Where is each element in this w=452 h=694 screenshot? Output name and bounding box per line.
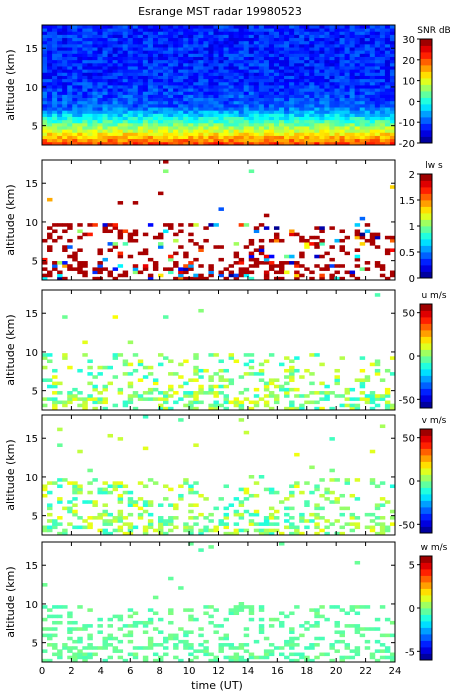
colorbar-tick-label: -5 [405, 647, 415, 658]
y-axis-label: altitude (km) [4, 314, 17, 385]
colorbar-label: u m/s [421, 291, 446, 301]
y-axis-label: altitude (km) [4, 439, 17, 510]
colorbar-tick-label: 2 [409, 170, 415, 181]
colorbar-tick-label: 1 [409, 222, 415, 233]
colorbar-tick-label: 0 [409, 604, 415, 615]
y-tick-label: 5 [32, 512, 38, 523]
panel-3: 5 10 15 altitude (km) -50 0 50 u m/s [4, 289, 447, 411]
colorbar-tick-label: 30 [402, 35, 415, 46]
heatmap-cells [42, 25, 396, 146]
x-tick-label: 14 [242, 666, 255, 677]
x-tick-label: 2 [68, 666, 74, 677]
colorbar-tick-label: -50 [399, 520, 415, 531]
x-tick-label: 8 [156, 666, 162, 677]
colorbar-tick-label: 5 [409, 561, 415, 572]
y-tick-label: 5 [32, 257, 38, 268]
y-tick-label: 15 [25, 44, 38, 55]
y-tick-label: 15 [25, 309, 38, 320]
colorbar: -5 0 5 [405, 555, 433, 661]
y-tick-label: 10 [25, 218, 38, 229]
x-tick-label: 0 [39, 666, 45, 677]
y-tick-label: 15 [25, 179, 38, 190]
y-axis-label: altitude (km) [4, 49, 17, 120]
colorbar: 0 0.5 1 1.5 2 [399, 170, 433, 285]
x-tick-label: 10 [183, 666, 196, 677]
colorbar-tick-label: 50 [402, 309, 415, 320]
x-tick-label: 6 [127, 666, 133, 677]
colorbar-label: SNR dB [417, 26, 450, 36]
colorbar-tick-label: 0 [409, 97, 415, 108]
colorbar-tick-label: 0 [409, 352, 415, 363]
colorbar-tick-label: 0.5 [399, 248, 415, 259]
x-tick-label: 18 [300, 666, 313, 677]
colorbar: -20 -10 0 10 20 30 [399, 35, 433, 150]
x-tick-label: 16 [271, 666, 284, 677]
y-tick-label: 15 [25, 434, 38, 445]
colorbar-tick-label: 50 [402, 434, 415, 445]
panel-4: 5 10 15 altitude (km) -50 0 50 v m/s [4, 414, 447, 536]
y-axis-label: altitude (km) [4, 184, 17, 255]
colorbar-tick-label: -20 [399, 139, 415, 150]
plot-frame [41, 159, 396, 281]
y-tick-label: 15 [25, 561, 38, 572]
x-tick-label: 4 [98, 666, 104, 677]
colorbar-tick-label: -10 [399, 118, 415, 129]
colorbar-label: v m/s [422, 416, 447, 426]
panel-2: 5 10 15 altitude (km) 0 0.5 1 1.5 2 lw s [4, 159, 443, 285]
y-tick-label: 10 [25, 600, 38, 611]
y-axis-label: altitude (km) [4, 566, 17, 637]
colorbar-tick-label: 10 [402, 77, 415, 88]
figure-title: Esrange MST radar 19980523 [138, 5, 302, 18]
heatmap-cells [42, 160, 396, 281]
colorbar: -50 0 50 [399, 303, 433, 409]
x-tick-label: 24 [389, 666, 402, 677]
y-tick-label: 5 [32, 387, 38, 398]
x-tick-label: 22 [359, 666, 372, 677]
x-tick-label: 12 [212, 666, 225, 677]
colorbar-tick-label: 20 [402, 56, 415, 67]
heatmap-cells [42, 542, 396, 663]
colorbar-tick-label: -50 [399, 395, 415, 406]
y-tick-label: 5 [32, 122, 38, 133]
y-tick-label: 5 [32, 639, 38, 650]
colorbar-label: w m/s [421, 543, 448, 553]
y-tick-label: 10 [25, 83, 38, 94]
x-axis-label: time (UT) [191, 679, 243, 692]
heatmap-cells [42, 293, 396, 411]
colorbar-tick-label: 0 [409, 274, 415, 285]
y-tick-label: 10 [25, 473, 38, 484]
colorbar-tick-label: 0 [409, 477, 415, 488]
heatmap-cells [42, 415, 396, 536]
y-tick-label: 10 [25, 348, 38, 359]
colorbar: -50 0 50 [399, 428, 433, 534]
colorbar-tick-label: 1.5 [399, 196, 415, 207]
colorbar-label: lw s [425, 161, 443, 171]
x-tick-label: 20 [330, 666, 343, 677]
